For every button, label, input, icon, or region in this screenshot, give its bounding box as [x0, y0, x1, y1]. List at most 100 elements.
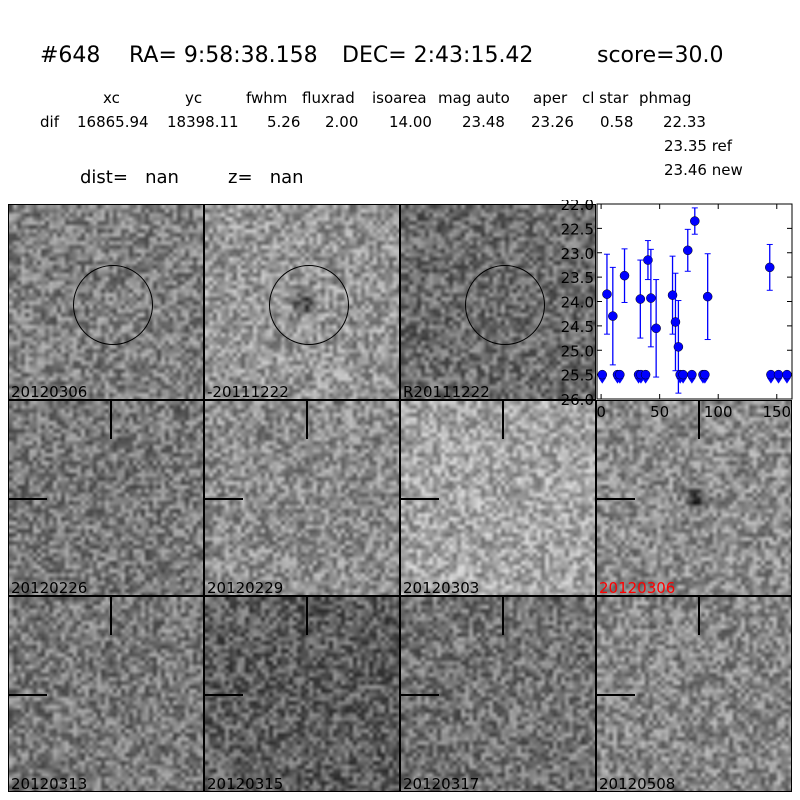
y-tick-label: 23.0 — [561, 245, 594, 263]
image-stamp: 20120508 — [596, 596, 792, 792]
stamp-date-label: 20120306 — [599, 579, 676, 596]
upper-limit-marker — [687, 377, 696, 384]
crosshair-tick — [502, 597, 504, 635]
image-stamp: 20120313 — [8, 596, 204, 792]
upper-limit-point — [597, 369, 608, 380]
dec-value: DEC= 2:43:15.42 — [342, 43, 534, 68]
x-tick-label: 100 — [704, 403, 733, 421]
upper-limit-point — [615, 369, 625, 380]
aperture-circle — [269, 265, 349, 345]
data-point — [764, 262, 775, 273]
aperture-circle — [73, 265, 153, 345]
image-stamp: R20111222 — [400, 204, 596, 400]
row-label: dif — [40, 113, 59, 131]
crosshair-tick — [597, 498, 635, 500]
col-header: xc — [103, 89, 120, 107]
upper-limit-point — [700, 369, 710, 380]
data-point — [673, 342, 684, 352]
stamp-date-label: 20120315 — [207, 775, 284, 792]
image-stamp: -20111222 — [204, 204, 400, 400]
y-tick-label: 24.5 — [561, 318, 594, 336]
upper-limit-point — [640, 369, 651, 380]
data-point — [670, 317, 681, 327]
image-stamp: 20120306 — [596, 400, 792, 596]
data-point — [667, 290, 678, 300]
data-point — [602, 289, 612, 299]
crosshair-tick — [110, 401, 112, 439]
y-tick-label: 23.5 — [561, 269, 594, 287]
col-header: isoarea — [372, 89, 427, 107]
crosshair-tick — [597, 694, 635, 696]
crosshair-tick — [9, 498, 47, 500]
upper-limit-marker — [615, 377, 624, 384]
new-mag: 23.46 new — [664, 161, 743, 179]
z-value: z= nan — [228, 167, 304, 188]
cell: 23.48 — [462, 113, 505, 131]
data-point — [690, 216, 700, 226]
object-id: #648 — [40, 43, 101, 68]
col-header: cl star — [582, 89, 629, 107]
crosshair-tick — [698, 401, 700, 439]
upper-limit-marker — [774, 377, 783, 384]
stamp-date-label: 20120313 — [11, 775, 88, 792]
data-point — [646, 293, 656, 303]
y-tick-label: 25.0 — [561, 342, 594, 360]
crosshair-tick — [205, 498, 243, 500]
crosshair-tick — [698, 597, 700, 635]
image-stamp: 20120317 — [400, 596, 596, 792]
y-tick-label: 22.5 — [561, 220, 594, 238]
y-tick-label: 26.0 — [561, 391, 594, 409]
crosshair-tick — [205, 694, 243, 696]
upper-limit-marker — [766, 377, 775, 384]
upper-limit-marker — [700, 377, 709, 384]
stamp-date-label: 20120303 — [403, 579, 480, 596]
image-stamp: 20120229 — [204, 400, 400, 596]
plot-area — [596, 203, 793, 400]
col-header: fluxrad — [302, 89, 355, 107]
stamp-date-label: 20120229 — [207, 579, 284, 596]
upper-limit-marker — [782, 377, 791, 384]
image-stamp: 20120226 — [8, 400, 204, 596]
image-stamp: 20120306 — [8, 204, 204, 400]
data-point — [702, 291, 713, 302]
image-stamp: 20120315 — [204, 596, 400, 792]
data-point — [651, 323, 661, 334]
cell: 5.26 — [267, 113, 301, 131]
upper-limit-point — [687, 369, 697, 380]
crosshair-tick — [306, 401, 308, 439]
crosshair-tick — [306, 597, 308, 635]
stamp-date-label: 20120508 — [599, 775, 676, 792]
ref-mag: 23.35 ref — [664, 137, 733, 155]
aperture-circle — [465, 265, 545, 345]
light-curve-chart: 22.0 22.5 23.0 23.5 24.0 24.5 25.0 25.5 26.00 50 1… — [561, 200, 793, 421]
crosshair-tick — [110, 597, 112, 635]
cell: 0.58 — [600, 113, 634, 131]
y-tick-label: 24.0 — [561, 294, 594, 312]
stamp-date-label: 20120317 — [403, 775, 480, 792]
crosshair-tick — [502, 401, 504, 439]
y-tick-label: 22.0 — [561, 200, 594, 214]
cell: 23.26 — [531, 113, 574, 131]
upper-limit-marker — [679, 377, 688, 384]
stamp-date-label: -20111222 — [207, 383, 289, 400]
upper-limit-point — [678, 369, 688, 380]
x-tick-label: 50 — [650, 403, 669, 421]
upper-limit-point — [773, 369, 784, 380]
col-header: mag auto — [438, 89, 510, 107]
data-point — [635, 294, 646, 304]
data-point — [619, 270, 630, 281]
y-tick-label: 25.5 — [561, 367, 594, 385]
dist-value: dist= nan — [80, 167, 179, 188]
col-header: phmag — [639, 89, 692, 107]
cell: 16865.94 — [77, 113, 149, 131]
x-tick-label: 0 — [596, 403, 606, 421]
data-point — [608, 311, 618, 321]
image-stamp: 20120303 — [400, 400, 596, 596]
crosshair-tick — [401, 498, 439, 500]
cell: 14.00 — [389, 113, 432, 131]
cell: 18398.11 — [167, 113, 239, 131]
x-tick-label: 150 — [762, 403, 791, 421]
col-header: aper — [533, 89, 568, 107]
stamp-date-label: 20120306 — [11, 383, 88, 400]
data-point — [643, 255, 653, 265]
